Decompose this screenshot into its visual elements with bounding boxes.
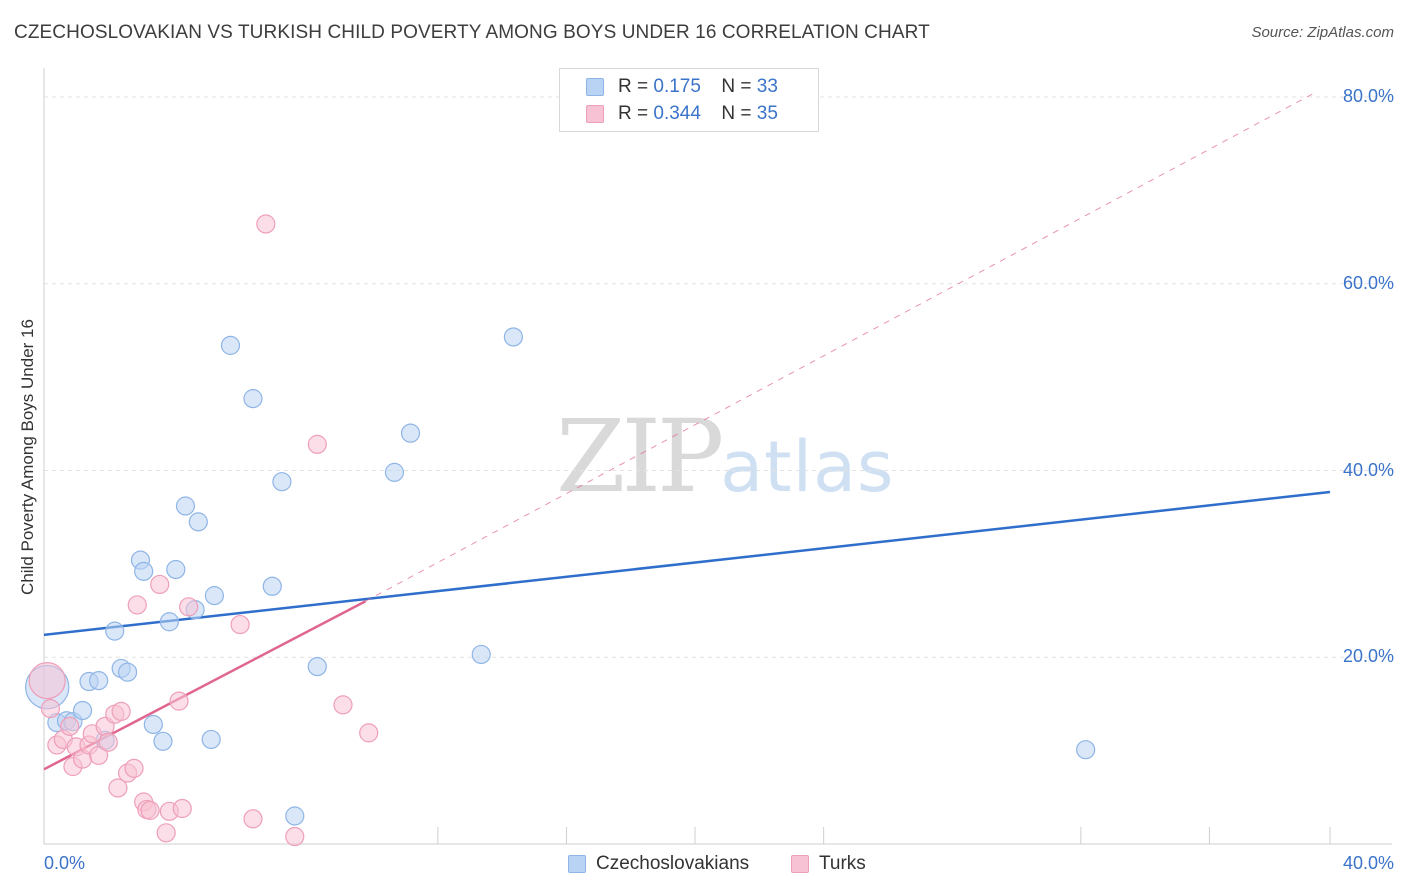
data-points	[25, 214, 1096, 847]
bottom-legend-label-czechoslovakians: Czechoslovakians	[596, 853, 750, 874]
turk-point	[28, 661, 66, 700]
czech-point	[175, 496, 196, 516]
turk-point	[359, 723, 379, 743]
czech-point	[307, 656, 327, 677]
legend-swatch-turks	[586, 105, 604, 123]
czech-point	[201, 729, 221, 750]
turk-point	[108, 778, 128, 798]
turk-point	[307, 434, 327, 454]
czech-point	[503, 327, 523, 347]
y-tick-label-80: 80.0%	[1342, 86, 1394, 106]
turk-point	[156, 823, 176, 843]
legend-r-value: 0.175	[653, 76, 701, 97]
bottom-legend-turks: Turks	[791, 852, 866, 876]
czech-point	[262, 576, 282, 596]
y-axis-label: Child Poverty Among Boys Under 16	[18, 319, 37, 595]
czech-point	[153, 731, 173, 751]
bottom-legend-swatch-czechoslovakians	[568, 855, 586, 873]
legend-n-value: 35	[756, 103, 778, 124]
legend-n-label: N =	[721, 76, 752, 97]
x-tick-label-min: 0.0%	[44, 853, 86, 873]
correlation-legend: R = 0.175 N = 33 R = 0.344 N = 35	[559, 68, 819, 132]
legend-row-turks: R = 0.344 N = 35	[560, 101, 778, 127]
turk-point	[243, 809, 263, 829]
grid-lines	[44, 96, 1392, 658]
czech-point	[471, 644, 491, 665]
czech-point	[72, 700, 93, 721]
turk-point	[98, 732, 118, 752]
trend-lines	[43, 92, 1331, 771]
watermark: ZIPatlas	[556, 398, 894, 515]
czech-trend-line	[43, 490, 1331, 637]
bottom-legend-swatch-turks	[791, 855, 809, 873]
legend-n-value: 33	[756, 76, 778, 97]
legend-r-label: R =	[618, 76, 649, 97]
czech-point	[134, 561, 154, 581]
turk-point	[230, 614, 250, 635]
czech-point	[384, 462, 405, 482]
turk-point	[127, 595, 147, 615]
czech-point	[117, 662, 138, 682]
turk-point	[179, 597, 199, 617]
bottom-legend-label-turks: Turks	[819, 853, 866, 874]
czech-point	[188, 512, 208, 532]
watermark-zip: ZIP	[556, 398, 724, 515]
y-tick-label-20: 20.0%	[1342, 646, 1394, 667]
czech-point	[166, 559, 186, 580]
czech-point	[1076, 740, 1096, 760]
czech-point	[143, 714, 163, 735]
czech-point	[159, 612, 179, 632]
source-label: Source: ZipAtlas.com	[1251, 24, 1394, 41]
czech-point	[400, 423, 421, 443]
turk-point	[40, 699, 61, 719]
turk-point	[60, 716, 80, 736]
turk-point	[256, 214, 276, 234]
legend-swatch-czechoslovakians	[586, 78, 604, 96]
czech-point	[285, 806, 305, 826]
turk-point	[89, 745, 109, 765]
y-tick-label-40: 40.0%	[1342, 459, 1394, 480]
turk-point	[285, 826, 305, 847]
czech-point	[105, 621, 125, 641]
turk-trend-line-dashed	[365, 92, 1315, 602]
legend-r-label: R =	[618, 103, 649, 124]
turk-point	[169, 691, 189, 711]
czech-point	[89, 670, 109, 691]
chart-title: CZECHOSLOVAKIAN VS TURKISH CHILD POVERTY…	[14, 22, 930, 43]
turk-point	[111, 701, 131, 722]
bottom-legend-czechoslovakians: Czechoslovakians	[568, 852, 749, 876]
legend-row-czechoslovakians: R = 0.175 N = 33	[560, 74, 778, 100]
y-tick-label-60: 60.0%	[1342, 272, 1394, 293]
x-tick-label-max: 40.0%	[1342, 853, 1394, 873]
turk-point	[140, 800, 160, 820]
czech-point	[272, 472, 292, 492]
axes	[43, 68, 1392, 845]
czech-point	[243, 389, 263, 409]
watermark-atlas: atlas	[720, 426, 895, 508]
legend-n-label: N =	[721, 103, 752, 124]
turk-point	[124, 758, 144, 778]
czech-point	[220, 335, 241, 355]
turk-point	[172, 798, 192, 819]
czech-point	[204, 586, 224, 606]
turk-point	[333, 695, 353, 715]
turk-point	[150, 574, 170, 595]
legend-r-value: 0.344	[653, 103, 701, 124]
